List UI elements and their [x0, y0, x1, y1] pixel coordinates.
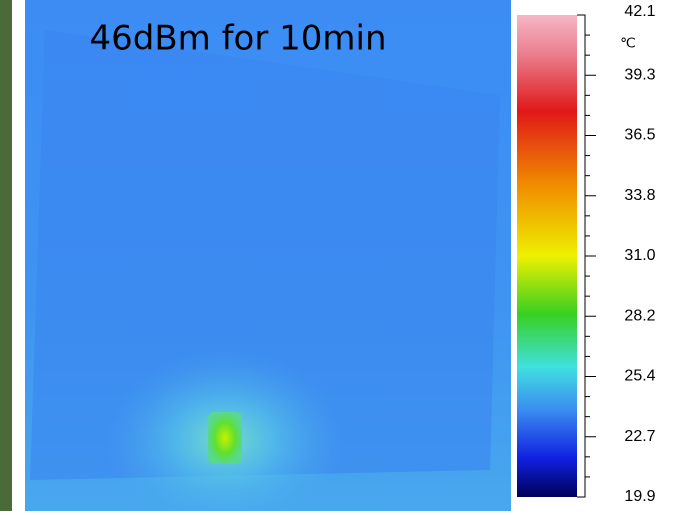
unit: ℃ [620, 35, 636, 51]
colorbar-bracket [577, 14, 586, 498]
title: 46dBm for 10min [89, 19, 386, 59]
tick-label: 22.7 [624, 428, 655, 445]
panel [30, 30, 500, 480]
hot-spot [208, 412, 242, 464]
colorbar [517, 15, 577, 497]
tick-label: 19.9 [624, 488, 655, 505]
tick-label: 33.8 [624, 187, 655, 204]
colorbar-ticks: 42.1 39.3 36.5 33.8 31.0 28.2 25.4 22.7 19.9 [585, 3, 656, 505]
tick-label: 36.5 [624, 127, 655, 144]
photo-strip [0, 0, 12, 511]
tick-label: 39.3 [624, 66, 655, 83]
tick-label: 28.2 [624, 307, 655, 324]
tick-label: 31.0 [624, 247, 655, 264]
tick-label: 42.1 [624, 3, 655, 20]
tick-label: 25.4 [624, 368, 655, 385]
